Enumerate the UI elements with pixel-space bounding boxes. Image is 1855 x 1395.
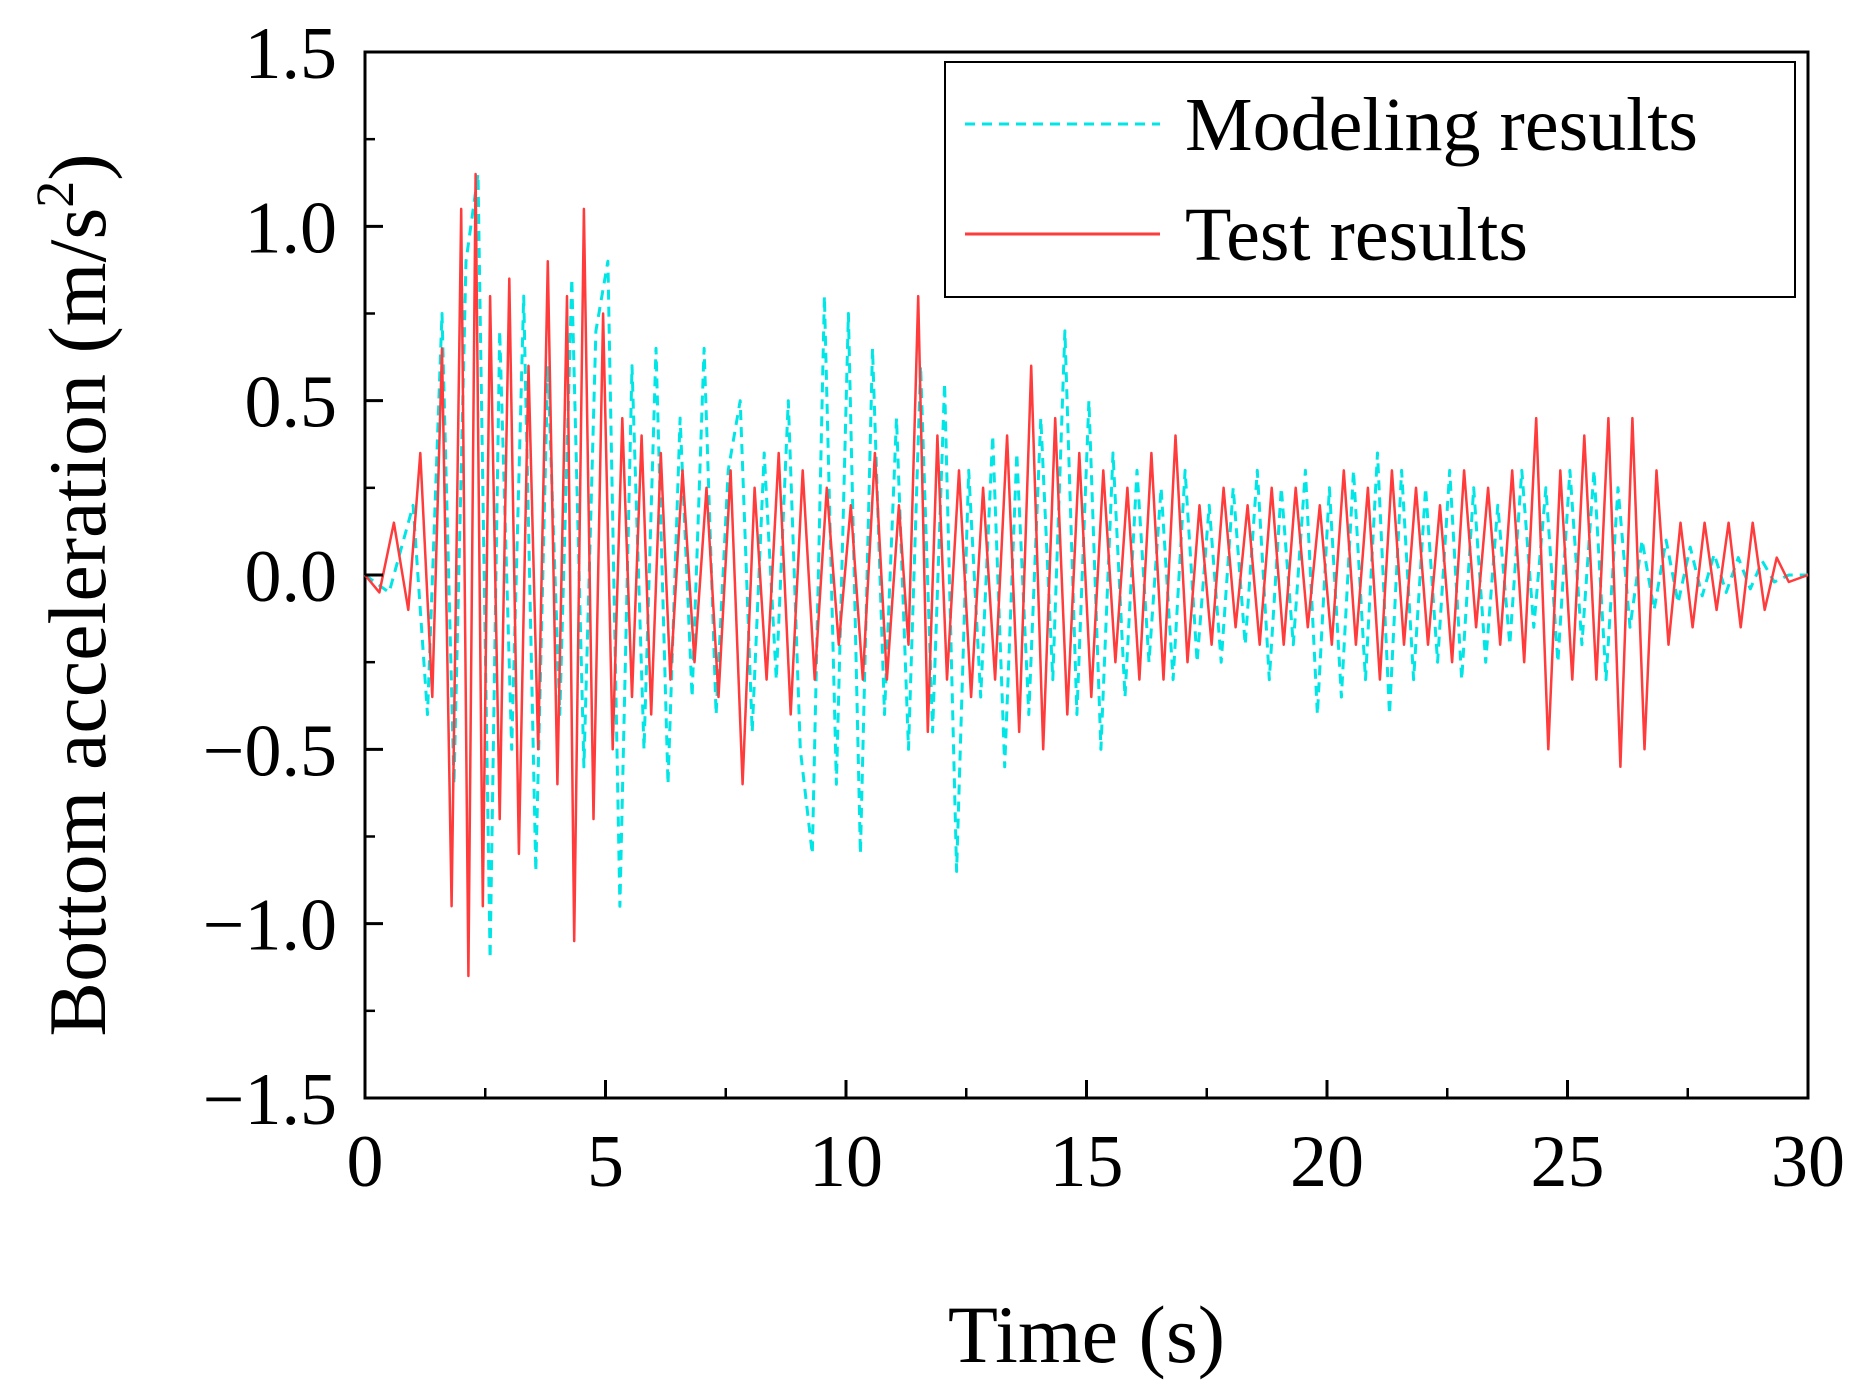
ticks-layer: 0 5 10 15 20 25 30 −1.5 −1.0 −0.5 0.0 0.5 1.0 1.5 [203,13,1845,1203]
legend: Modeling results Test results [944,61,1796,298]
series-line-test-results [364,172,1809,978]
x-tick-label: 10 [809,1121,883,1203]
y-tick-label: −0.5 [203,710,337,792]
x-tick-label: 15 [1050,1121,1124,1203]
series-layer [364,172,1809,978]
y-axis-title-superscript: 2 [25,181,85,208]
x-tick-label: 0 [347,1121,384,1203]
legend-label-test: Test results [1185,193,1528,277]
x-tick-label: 5 [587,1121,624,1203]
y-tick-label: 0.0 [245,536,338,618]
legend-box [944,61,1796,298]
x-tick-label: 20 [1290,1121,1364,1203]
y-tick-label: 1.0 [245,187,338,269]
y-tick-label: −1.0 [203,885,337,967]
legend-label-modeling: Modeling results [1185,83,1698,167]
y-tick-label: 0.5 [245,362,338,444]
series-line-modeling-results [364,172,1808,960]
y-tick-label: −1.5 [203,1059,337,1141]
y-tick-label: 1.5 [245,13,338,95]
y-axis-title: Bottom acceleration (m/s2) [25,153,123,1036]
y-axis-title-close: ) [32,153,123,180]
x-axis-title: Time (s) [948,1289,1225,1380]
x-tick-label: 30 [1771,1121,1845,1203]
x-tick-label: 25 [1531,1121,1605,1203]
y-axis-title-main: Bottom acceleration (m/s [32,208,123,1037]
